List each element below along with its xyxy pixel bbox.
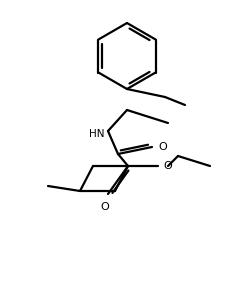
Text: O: O bbox=[101, 202, 109, 212]
Text: O: O bbox=[163, 161, 172, 171]
Text: O: O bbox=[158, 142, 167, 152]
Text: HN: HN bbox=[89, 129, 105, 139]
